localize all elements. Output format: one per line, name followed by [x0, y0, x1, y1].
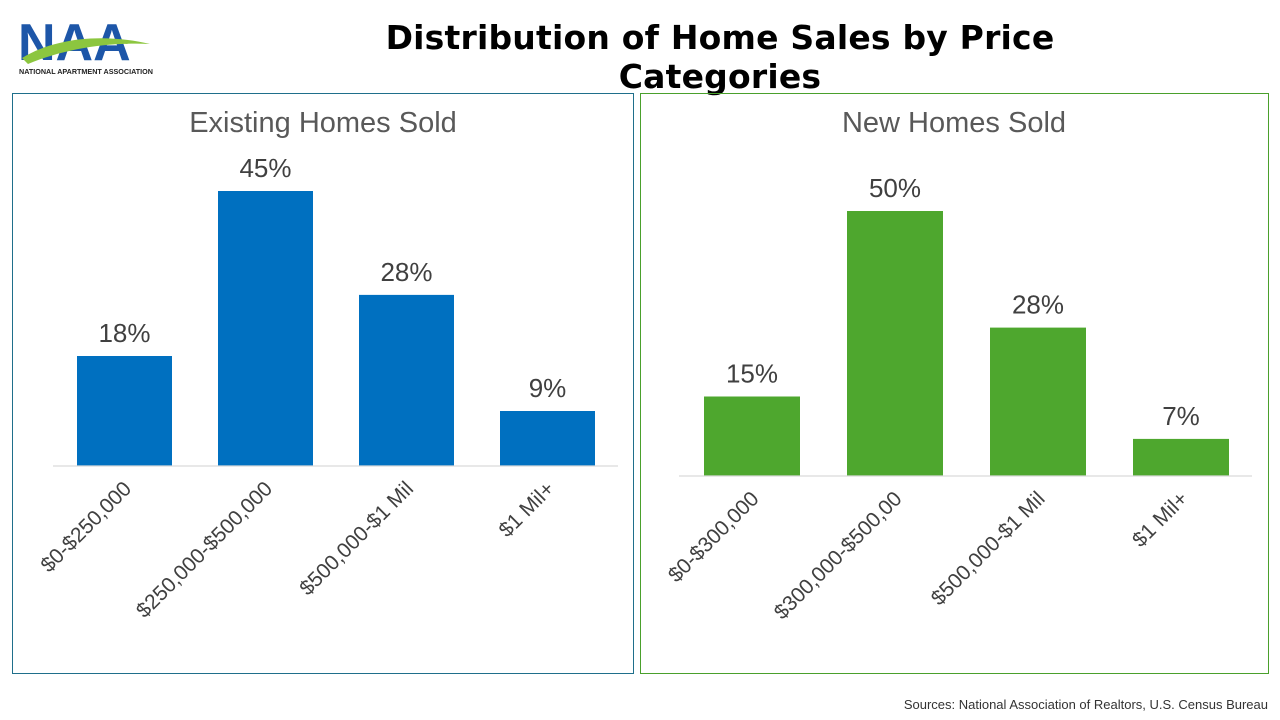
existing-bar-1 [77, 356, 172, 466]
new-bar-4 [1133, 438, 1229, 476]
existing-homes-chart: Existing Homes Sold 18% $0-$250,000 45% $250… [36, 107, 618, 622]
existing-data-label-4: 9% [529, 373, 567, 403]
new-homes-chart-panel: New Homes Sold 15% $0-$300,000 50% $300,000-… [640, 93, 1269, 674]
existing-category-label-3: $500,000-$1 Mil [295, 477, 418, 600]
new-data-label-4: 7% [1162, 401, 1200, 431]
page-title: Distribution of Home Sales by Price Cate… [385, 18, 1055, 96]
new-bar-3 [990, 327, 1086, 476]
existing-bar-4 [500, 411, 595, 466]
existing-category-label-4: $1 Mil+ [494, 477, 559, 542]
new-category-label-2: $300,000-$500,00 [770, 487, 907, 624]
new-data-label-1: 15% [726, 359, 778, 389]
source-note: Sources: National Association of Realtor… [903, 697, 1268, 712]
new-category-label-3: $500,000-$1 Mil [927, 487, 1050, 610]
new-data-label-2: 50% [869, 173, 921, 203]
existing-bar-3 [359, 294, 454, 466]
new-category-label-1: $0-$300,000 [664, 487, 764, 587]
new-chart-title: New Homes Sold [842, 107, 1066, 139]
naa-logo: NAA NATIONAL APARTMENT ASSOCIATION [18, 14, 153, 78]
logo-swoosh [22, 38, 150, 64]
new-bar-1 [704, 396, 800, 476]
existing-data-label-3: 28% [380, 257, 432, 287]
new-homes-chart: New Homes Sold 15% $0-$300,000 50% $300,000-… [664, 107, 1252, 624]
new-category-label-4: $1 Mil+ [1128, 487, 1193, 552]
existing-data-label-1: 18% [98, 318, 150, 348]
existing-homes-chart-panel: Existing Homes Sold 18% $0-$250,000 45% $250… [12, 93, 634, 674]
logo-subtext: NATIONAL APARTMENT ASSOCIATION [19, 67, 153, 76]
existing-data-label-2: 45% [239, 153, 291, 183]
new-bar-2 [847, 211, 943, 476]
existing-chart-title: Existing Homes Sold [189, 107, 457, 139]
new-data-label-3: 28% [1012, 290, 1064, 320]
existing-category-label-1: $0-$250,000 [36, 477, 136, 577]
existing-category-label-2: $250,000-$500,000 [132, 477, 277, 622]
existing-bar-2 [218, 191, 313, 466]
